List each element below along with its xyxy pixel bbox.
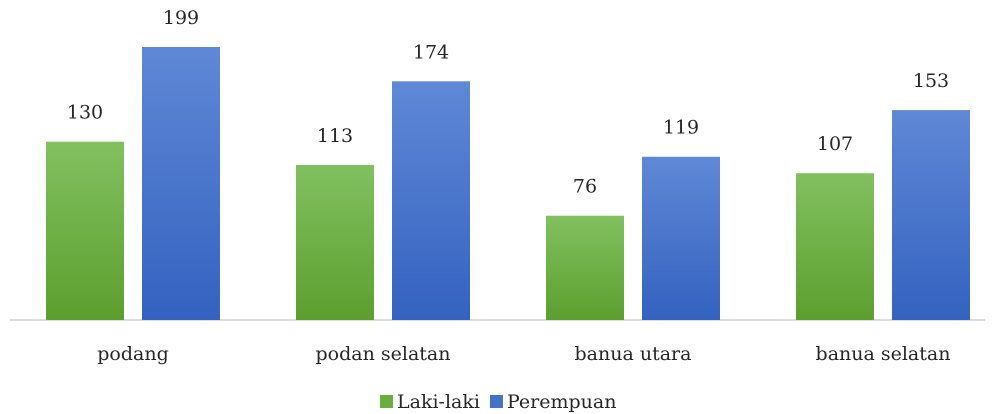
data-label: 119 bbox=[663, 117, 699, 139]
data-label: 113 bbox=[317, 125, 353, 147]
legend-label: Laki-laki bbox=[397, 391, 480, 413]
legend-swatch bbox=[380, 395, 393, 408]
data-label: 199 bbox=[163, 7, 199, 29]
data-label: 130 bbox=[67, 102, 103, 124]
legend-swatch bbox=[489, 395, 503, 408]
x-tick-label: banua utara bbox=[575, 343, 692, 365]
bar bbox=[392, 81, 470, 321]
data-label: 76 bbox=[573, 176, 597, 198]
x-tick-label: podan selatan bbox=[316, 343, 451, 365]
bar bbox=[796, 173, 874, 320]
bar bbox=[642, 156, 720, 320]
legend-label: Perempuan bbox=[507, 391, 616, 413]
x-tick-label: banua selatan bbox=[816, 343, 951, 365]
bar bbox=[46, 141, 124, 320]
x-tick-label: podang bbox=[97, 343, 169, 365]
bar bbox=[296, 164, 374, 320]
data-label: 174 bbox=[413, 41, 449, 63]
bar bbox=[546, 215, 624, 320]
data-label: 153 bbox=[913, 70, 949, 92]
data-label: 107 bbox=[817, 133, 853, 155]
bar bbox=[142, 47, 220, 320]
bar bbox=[892, 110, 970, 320]
